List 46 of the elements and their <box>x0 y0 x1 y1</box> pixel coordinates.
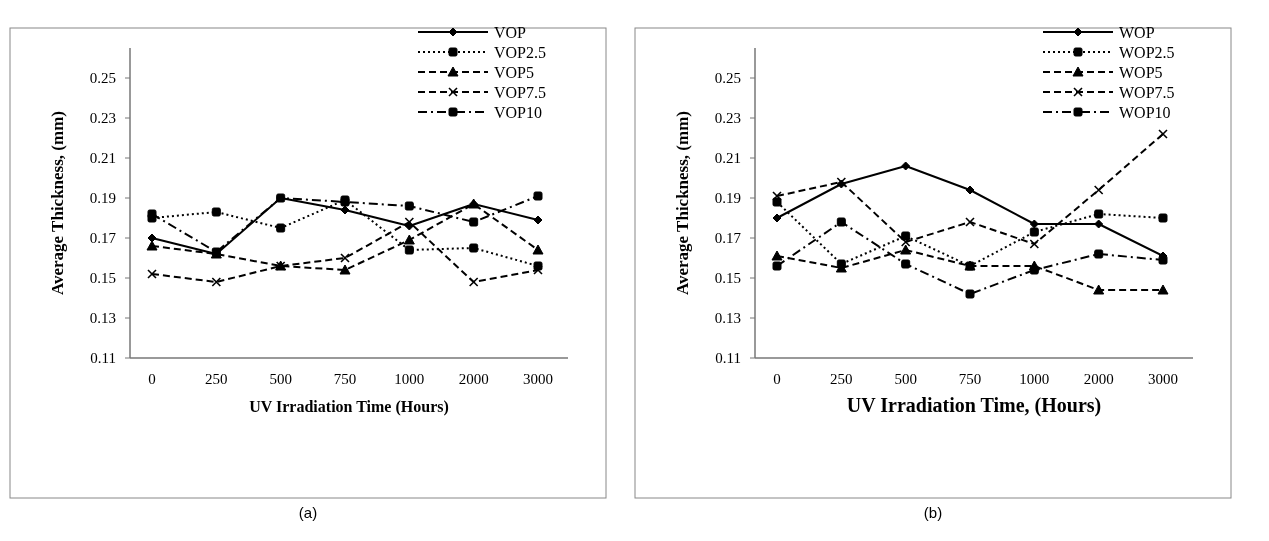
y-tick-label: 0.25 <box>89 70 116 87</box>
x-tick-label: 250 <box>830 371 853 387</box>
x-tick-label: 500 <box>269 371 292 387</box>
y-tick-label: 0.17 <box>89 230 117 247</box>
legend-label: WOP5 <box>1119 63 1163 81</box>
legend-label: WOP10 <box>1119 103 1171 121</box>
legend-label: VOP5 <box>494 63 535 81</box>
y-tick-label: 0.11 <box>715 350 741 367</box>
text: (a) <box>298 504 318 521</box>
x-tick-label: 2000 <box>1083 371 1114 387</box>
legend-label: VOP7.5 <box>494 83 547 101</box>
y-tick-label: 0.23 <box>714 110 741 127</box>
y-tick-label: 0.19 <box>89 190 116 207</box>
y-tick-label: 0.19 <box>714 190 741 207</box>
y-axis-title: Average Thickness, (mm) <box>48 111 67 295</box>
y-tick-label: 0.15 <box>714 270 741 287</box>
x-tick-label: 750 <box>958 371 982 387</box>
legend-label: WOP7.5 <box>1119 83 1175 101</box>
y-tick-label: 0.13 <box>714 310 741 327</box>
y-tick-label: 0.11 <box>90 350 116 367</box>
x-tick-label: 750 <box>333 371 357 387</box>
legend-label: WOP2.5 <box>1119 43 1175 61</box>
legend-label: VOP10 <box>494 103 543 121</box>
legend-label: VOP <box>494 23 527 41</box>
x-tick-label: 0 <box>148 371 156 387</box>
x-axis-title: UV Irradiation Time, (Hours) <box>846 394 1102 417</box>
x-tick-label: 1000 <box>394 371 425 387</box>
x-tick-label: 500 <box>894 371 917 387</box>
y-tick-label: 0.23 <box>89 110 116 127</box>
x-tick-label: 2000 <box>458 371 489 387</box>
x-axis-title: UV Irradiation Time (Hours) <box>249 398 449 416</box>
y-tick-label: 0.13 <box>89 310 116 327</box>
y-tick-label: 0.15 <box>89 270 116 287</box>
legend-label: VOP2.5 <box>494 43 547 61</box>
x-tick-label: 3000 <box>523 371 553 387</box>
x-tick-label: 0 <box>773 371 781 387</box>
y-tick-label: 0.17 <box>714 230 742 247</box>
x-tick-label: 250 <box>205 371 228 387</box>
y-tick-label: 0.21 <box>89 150 116 167</box>
y-axis-title: Average Thickness, (mm) <box>673 111 692 295</box>
x-tick-label: 3000 <box>1148 371 1178 387</box>
x-tick-label: 1000 <box>1019 371 1050 387</box>
text: (b) <box>923 504 943 521</box>
y-tick-label: 0.25 <box>714 70 741 87</box>
legend-label: WOP <box>1119 23 1155 41</box>
y-tick-label: 0.21 <box>714 150 741 167</box>
